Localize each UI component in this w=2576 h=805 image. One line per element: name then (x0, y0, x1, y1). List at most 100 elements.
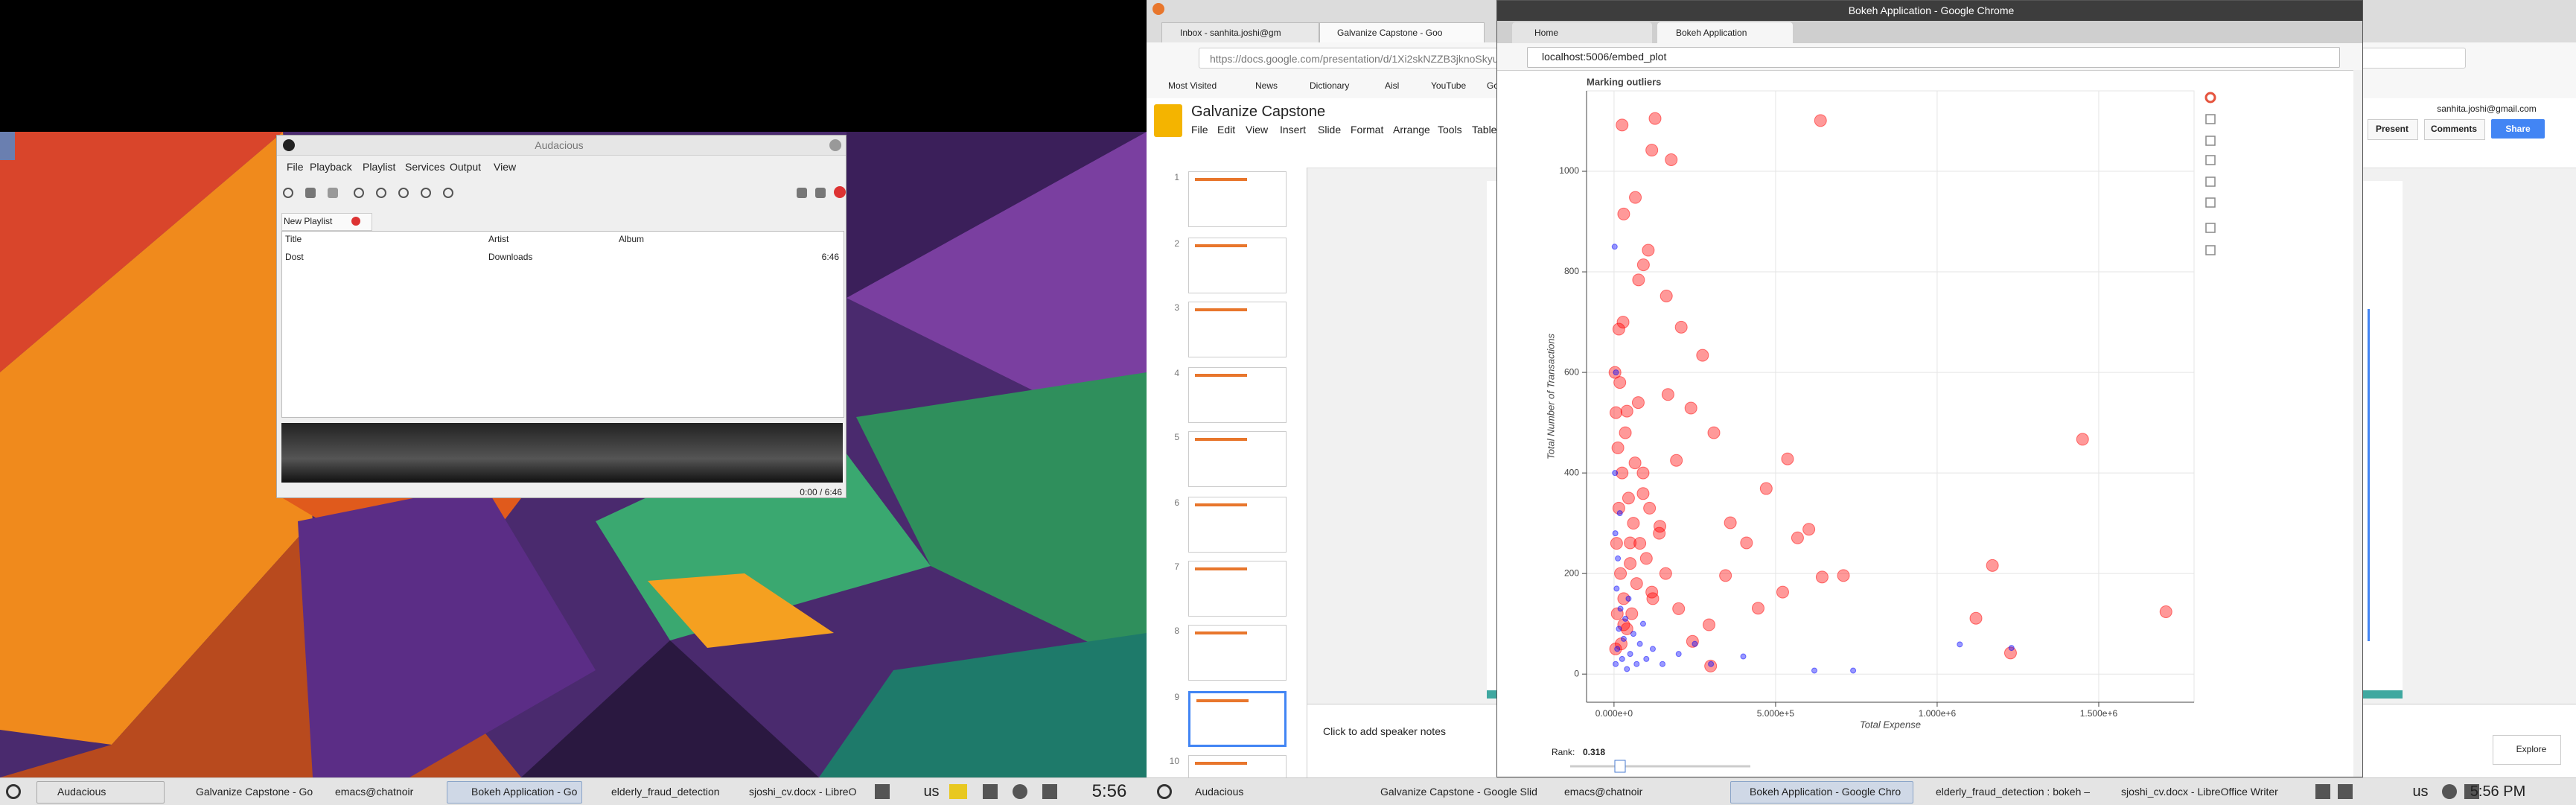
task-label[interactable]: sjoshi_cv.docx - LibreO (749, 786, 857, 798)
next-button[interactable] (443, 188, 453, 198)
slide-number[interactable]: 8 (1174, 626, 1179, 636)
task[interactable] (36, 781, 165, 804)
bookmark[interactable]: Dictionary (1310, 80, 1350, 91)
task-label[interactable]: Audacious (1195, 786, 1244, 798)
bookmark[interactable]: Go (1487, 80, 1499, 91)
tab-label[interactable]: Inbox - sanhita.joshi@gm (1180, 28, 1281, 38)
menu-item[interactable]: Playback (310, 161, 352, 173)
menu-item[interactable]: View (1246, 124, 1269, 136)
play-button[interactable] (354, 188, 364, 198)
scrollbar[interactable] (2353, 70, 2362, 777)
present-button[interactable] (2368, 119, 2418, 140)
task-label[interactable]: sjoshi_cv.docx - LibreOffice Writer (2121, 786, 2278, 798)
start-menu[interactable] (6, 784, 21, 799)
tab-label[interactable]: Home (1534, 28, 1559, 38)
close-tab[interactable] (351, 217, 360, 226)
menu-item[interactable]: Playlist (363, 161, 396, 173)
search-icon[interactable] (283, 188, 293, 198)
tray-icon[interactable] (2338, 784, 2353, 799)
menu-item[interactable]: Table (1472, 124, 1497, 136)
slide-number[interactable]: 7 (1174, 561, 1179, 572)
bookmark[interactable]: YouTube (1431, 80, 1467, 91)
open-icon[interactable] (305, 188, 316, 198)
slide-thumbnail[interactable] (1188, 302, 1287, 357)
clock[interactable]: 5:56 PM (2470, 783, 2526, 800)
speaker-notes-placeholder[interactable]: Click to add speaker notes (1323, 725, 1446, 737)
tray-icon[interactable] (2442, 784, 2457, 799)
slide-number[interactable]: 5 (1174, 432, 1179, 442)
start-menu[interactable] (1157, 784, 1172, 799)
slide-number[interactable]: 10 (1169, 756, 1179, 766)
menu-item[interactable]: Insert (1280, 124, 1307, 136)
menu-item[interactable]: Output (450, 161, 482, 173)
slider-handle[interactable] (1614, 760, 1626, 773)
keyboard-layout[interactable]: us (2412, 783, 2429, 800)
explore-button[interactable] (2493, 735, 2561, 765)
bookmark[interactable]: News (1255, 80, 1278, 91)
stop-button[interactable] (398, 188, 409, 198)
menu-item[interactable]: Format (1351, 124, 1384, 136)
tab[interactable] (1512, 22, 1652, 43)
repeat-button[interactable] (797, 188, 807, 198)
column-header[interactable]: Title (285, 234, 302, 244)
menu-item[interactable]: File (287, 161, 304, 173)
toolbar-button[interactable] (2205, 223, 2216, 233)
task-label[interactable]: Bokeh Application - Google Chro (1750, 786, 1901, 798)
slide-number[interactable]: 1 (1174, 172, 1179, 182)
slide-thumbnail[interactable] (1188, 431, 1287, 487)
slide-thumbnail[interactable] (1188, 367, 1287, 423)
slide-number[interactable]: 3 (1174, 302, 1179, 313)
slide-number[interactable]: 4 (1174, 368, 1179, 378)
toolbar-button[interactable] (2205, 245, 2216, 255)
slide-thumbnail[interactable] (1188, 691, 1287, 747)
menu-item[interactable]: Tools (1438, 124, 1462, 136)
slide-thumbnail[interactable] (1188, 755, 1287, 777)
task-label[interactable]: Bokeh Application - Go (471, 786, 578, 798)
slide-thumbnail[interactable] (1188, 561, 1287, 617)
clock[interactable]: 5:56 (1091, 781, 1127, 801)
tab[interactable] (1657, 22, 1793, 43)
url-box[interactable] (1527, 47, 2340, 68)
menu-item[interactable]: Slide (1318, 124, 1342, 136)
slide-number[interactable]: 9 (1174, 692, 1179, 702)
toolbar-button[interactable] (2205, 114, 2216, 124)
task[interactable] (1730, 781, 1913, 804)
tray-icon[interactable] (1013, 784, 1027, 799)
toolbar-button[interactable] (2205, 136, 2216, 146)
tray-icon[interactable] (949, 784, 967, 799)
document-title[interactable]: Galvanize Capstone (1191, 104, 1326, 120)
slide-thumbnail[interactable] (1188, 238, 1287, 293)
tray-icon[interactable] (1042, 784, 1057, 799)
menu-item[interactable]: View (494, 161, 517, 173)
task-label[interactable]: elderly_fraud_detection (611, 786, 720, 798)
slides-logo[interactable] (1154, 104, 1182, 137)
share-button[interactable] (2491, 119, 2545, 139)
tray-icon[interactable] (983, 784, 998, 799)
task-label[interactable]: Audacious (57, 786, 106, 798)
column-header[interactable]: Album (619, 234, 645, 244)
tray-icon[interactable] (2464, 784, 2479, 799)
slide-number[interactable]: 2 (1174, 238, 1179, 249)
url[interactable]: localhost:5006/embed_plot (1542, 51, 1667, 63)
close-button[interactable] (829, 139, 841, 151)
comments-button[interactable] (2424, 119, 2485, 140)
tab-label[interactable]: Galvanize Capstone - Goo (1337, 28, 1443, 38)
toolbar-button[interactable] (2205, 176, 2216, 187)
task-label[interactable]: elderly_fraud_detection : bokeh – (1936, 786, 2091, 798)
button-label[interactable]: Explore (2516, 744, 2547, 754)
toolbar-button[interactable] (2205, 155, 2216, 165)
prev-button[interactable] (421, 188, 431, 198)
button-label[interactable]: Comments (2430, 124, 2478, 134)
task-label[interactable]: emacs@chatnoir (335, 786, 414, 798)
slide-number[interactable]: 6 (1174, 497, 1179, 508)
slide-thumbnail[interactable] (1188, 171, 1287, 227)
shuffle-button[interactable] (815, 188, 826, 198)
toolbar-button[interactable] (2205, 197, 2216, 208)
slide-thumbnail[interactable] (1188, 625, 1287, 681)
menu-item[interactable]: Edit (1217, 124, 1236, 136)
tab-label[interactable]: Bokeh Application (1676, 28, 1747, 38)
column-header[interactable]: Artist (488, 234, 509, 244)
tray-icon[interactable] (875, 784, 890, 799)
playlist-tab-label[interactable]: New Playlist (284, 216, 333, 226)
task[interactable] (447, 781, 582, 804)
